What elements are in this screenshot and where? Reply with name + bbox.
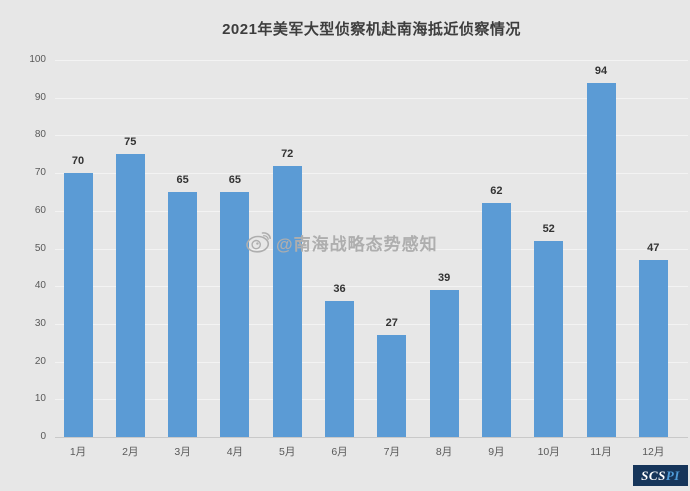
x-tick-label-8月: 8月 [435,446,453,458]
chart-title: 2021年美军大型侦察机赴南海抵近侦察情况 [222,21,521,38]
value-label-12月: 47 [647,241,660,254]
bar-6月 [325,301,354,437]
x-tick-label-11月: 11月 [590,446,612,458]
bar-2月 [115,154,145,437]
value-label-9月: 62 [490,185,503,198]
gridline-10 [55,399,688,401]
x-tick-label-2月: 2月 [122,446,139,458]
bar-11月 [586,82,616,437]
y-tick-label-10: 10 [34,393,46,405]
y-tick-label-20: 20 [34,355,46,367]
x-tick-label-7月: 7月 [383,446,400,458]
x-tick-label-3月: 3月 [174,446,191,458]
watermark-text: @南海战略态势感知 [276,235,438,254]
value-label-2月: 75 [124,136,137,149]
value-label-7月: 27 [385,317,398,330]
y-tick-label-60: 60 [34,204,46,216]
value-label-3月: 65 [176,173,189,186]
gridline-100 [55,60,688,61]
gridline-20 [55,361,688,363]
scspi-logo: SCS PI [633,465,688,486]
bar-12月 [638,259,668,437]
bar-10月 [534,240,564,437]
x-tick-label-1月: 1月 [69,446,87,458]
bar-5月 [272,165,302,437]
gridline-30 [55,323,688,325]
gridline-40 [55,286,688,288]
gridline-0 [55,437,688,438]
gridline-80 [55,135,688,137]
value-label-8月: 39 [437,271,451,284]
bar-4月 [220,191,250,437]
x-tick-label-5月: 5月 [279,446,296,458]
gridline-60 [55,210,688,212]
x-tick-label-9月: 9月 [488,446,505,458]
bar-8月 [429,289,459,437]
value-label-6月: 36 [333,283,346,296]
y-tick-label-0: 0 [40,431,46,442]
scspi-logo-text-primary: SCS [641,467,666,483]
scspi-logo-text-secondary: PI [665,467,680,483]
y-tick-label-40: 40 [34,280,46,292]
value-label-1月: 70 [71,155,85,168]
gridline-50 [55,248,688,250]
y-tick-label-100: 100 [29,54,46,65]
gridline-70 [55,173,688,175]
value-label-5月: 72 [281,147,294,160]
bar-1月 [63,173,93,437]
gridline-90 [55,97,688,99]
x-tick-label-4月: 4月 [226,446,244,458]
value-label-10月: 52 [542,222,555,235]
value-label-4月: 65 [228,173,242,186]
y-tick-label-80: 80 [34,129,46,141]
y-tick-label-50: 50 [34,242,46,254]
bar-9月 [481,203,511,437]
x-tick-label-6月: 6月 [331,446,348,458]
bar-3月 [168,191,198,437]
watermark: @南海战略态势感知 [245,230,438,255]
y-tick-label-30: 30 [34,317,46,329]
bar-7月 [377,335,407,437]
y-tick-label-90: 90 [34,91,46,103]
value-label-11月: 94 [594,64,608,77]
x-tick-label-10月: 10月 [537,446,560,458]
x-tick-label-12月: 12月 [642,446,665,458]
weibo-icon [245,230,272,255]
y-tick-label-70: 70 [34,167,46,179]
